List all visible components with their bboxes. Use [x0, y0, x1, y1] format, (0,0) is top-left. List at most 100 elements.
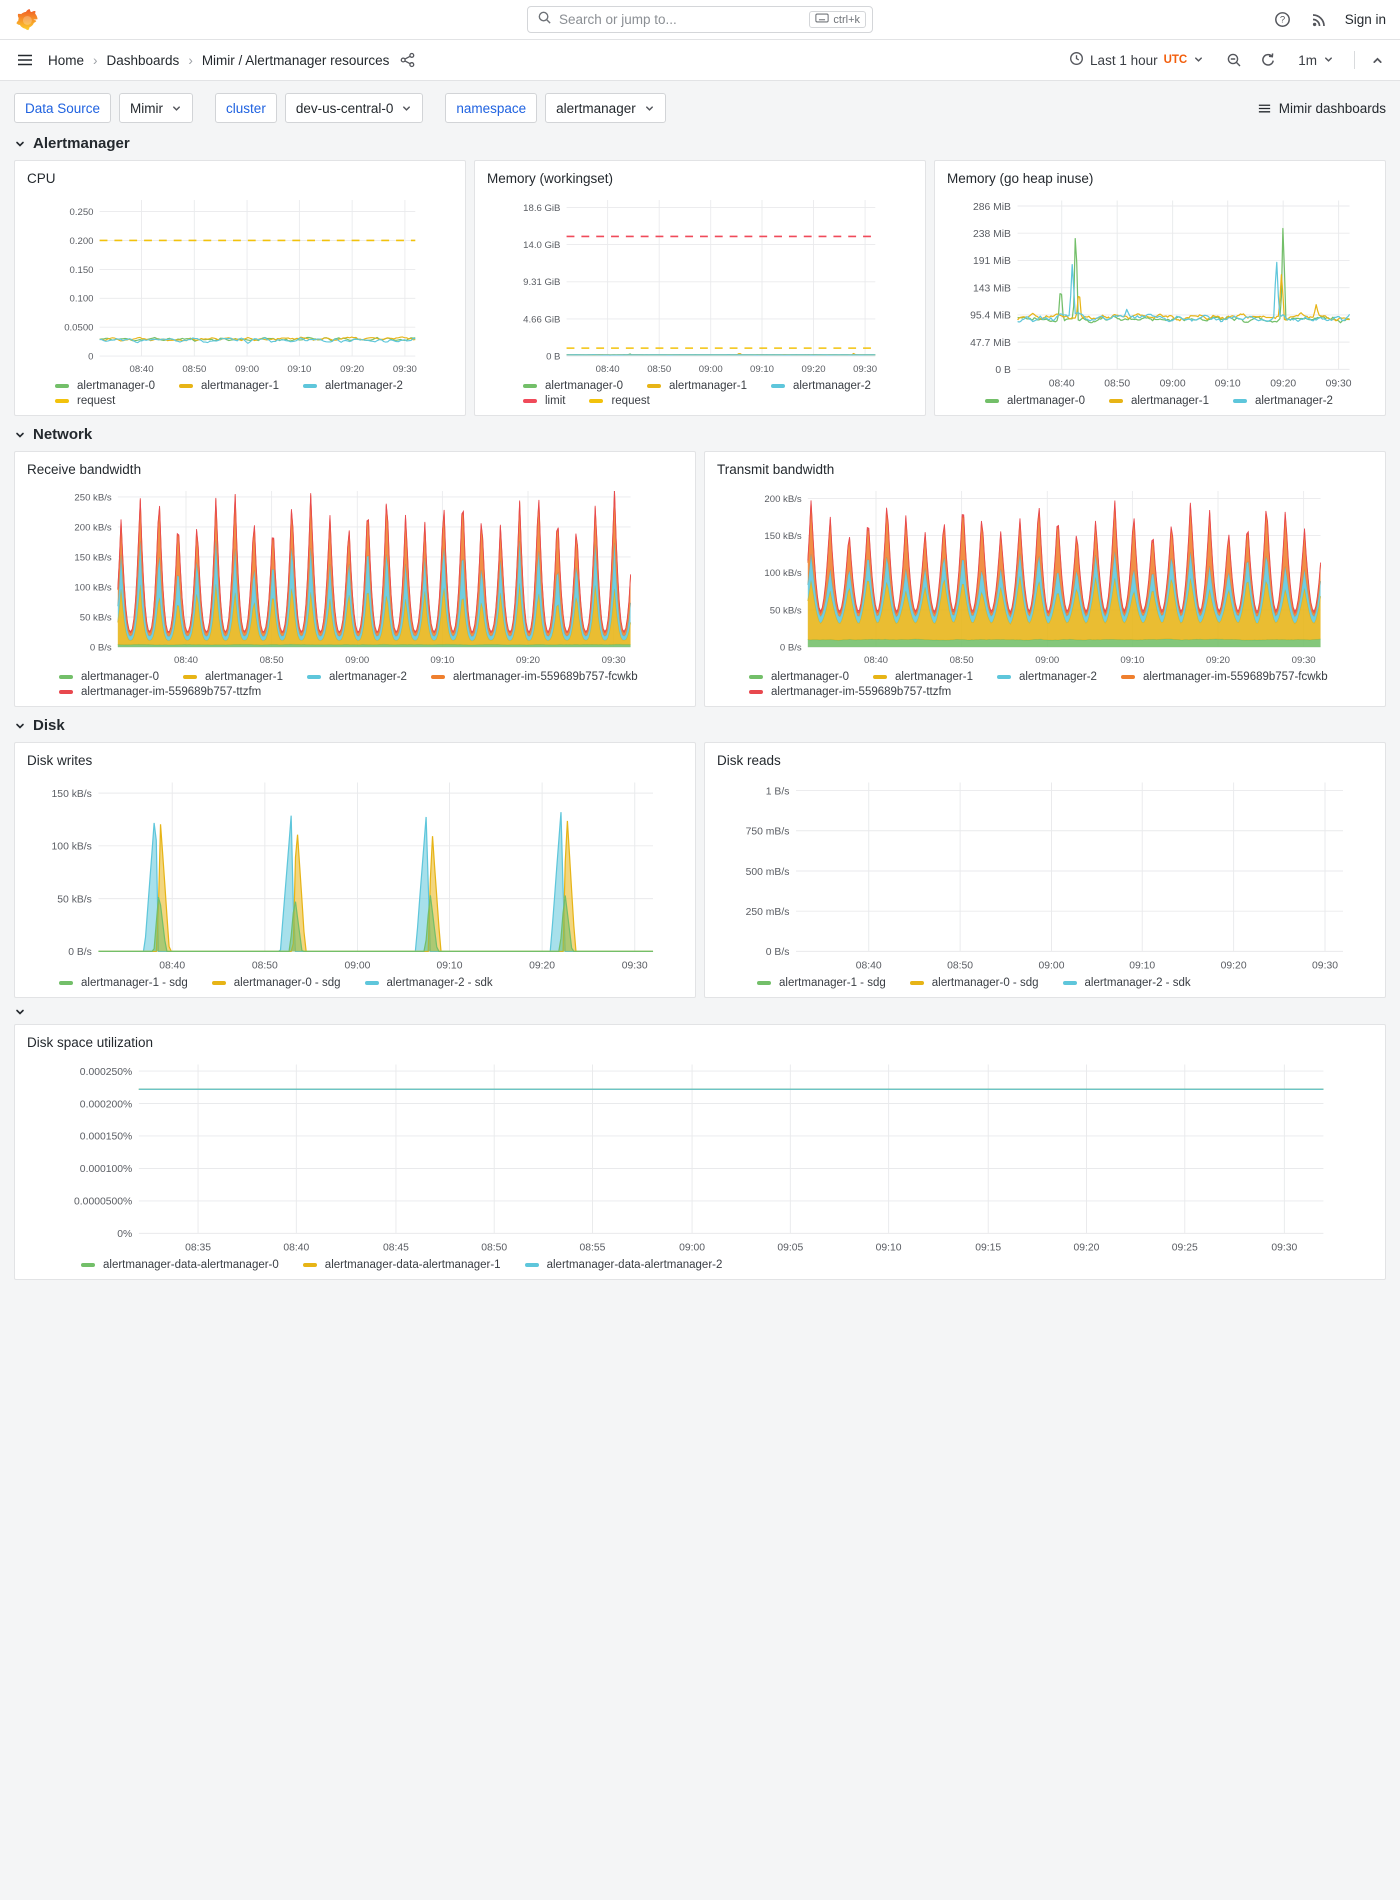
- legend-item[interactable]: request: [55, 395, 115, 407]
- disk-writes-chart: 08:40 08:50 09:00 09:10 09:20 09:30 150 kB/s 10…: [52, 782, 654, 971]
- legend-item[interactable]: alertmanager-1 - sdg: [59, 977, 188, 989]
- mimir-dashboards-link[interactable]: Mimir dashboards: [1257, 101, 1386, 116]
- panel-transmit-bandwidth: Transmit bandwidth 08:40 08:50 09:00 09:10 0…: [704, 451, 1386, 707]
- svg-text:0.000200%: 0.000200%: [80, 1099, 132, 1110]
- legend-swatch: [178, 384, 193, 388]
- svg-text:09:30: 09:30: [602, 655, 626, 666]
- legend-label: alertmanager-1: [894, 671, 973, 683]
- svg-text:47.7 MiB: 47.7 MiB: [970, 338, 1011, 349]
- legend-item[interactable]: alertmanager-1: [646, 380, 747, 392]
- svg-text:09:30: 09:30: [1271, 1242, 1297, 1253]
- legend-item[interactable]: alertmanager-0: [55, 380, 155, 392]
- svg-text:14.0 GiB: 14.0 GiB: [523, 240, 560, 251]
- panel-receive-bandwidth: Receive bandwidth 08:40 08:50 09:00 09:10 09…: [14, 451, 696, 707]
- legend-item[interactable]: alertmanager-im-559689b757-ttzfm: [749, 686, 951, 698]
- share-icon[interactable]: [398, 50, 418, 70]
- panel-title[interactable]: Disk reads: [717, 753, 781, 768]
- memory-go-heap-chart: 08:40 08:50 09:00 09:10 09:20 09:30 286 MiB 238…: [970, 200, 1352, 389]
- legend-label: alertmanager-1 - sdg: [81, 977, 188, 989]
- svg-text:0.150: 0.150: [70, 265, 94, 276]
- legend-item[interactable]: alertmanager-1: [872, 671, 973, 683]
- breadcrumb-home[interactable]: Home: [48, 52, 85, 68]
- svg-text:0.0500: 0.0500: [64, 323, 93, 334]
- topnav-right: ? Sign in: [1272, 9, 1386, 30]
- legend-item[interactable]: alertmanager-data-alertmanager-1: [302, 1259, 501, 1271]
- legend-item[interactable]: alertmanager-0 - sdg: [909, 977, 1039, 989]
- legend-item[interactable]: alertmanager-0 - sdg: [211, 977, 341, 989]
- legend-item[interactable]: alertmanager-0: [985, 395, 1085, 407]
- breadcrumb-dashboards[interactable]: Dashboards: [106, 52, 180, 68]
- legend-item[interactable]: alertmanager-1: [182, 671, 283, 683]
- legend-swatch: [523, 399, 537, 403]
- legend-item[interactable]: alertmanager-2: [302, 380, 403, 392]
- cpu-chart: 08:40 08:50 09:00 09:10 09:20 09:30 0.250 0.200…: [64, 199, 417, 375]
- section-toggle-disk[interactable]: Disk: [14, 717, 1386, 734]
- cluster-select[interactable]: dev-us-central-0: [284, 93, 424, 123]
- legend-item[interactable]: alertmanager-0: [59, 671, 159, 683]
- refresh-interval-select[interactable]: 1m: [1292, 52, 1340, 69]
- legend-row: alertmanager-0 alertmanager-1 alertmanager…: [749, 671, 1373, 683]
- grafana-logo[interactable]: [14, 7, 40, 33]
- clock-icon: [1069, 51, 1084, 69]
- legend-item[interactable]: alertmanager-2: [770, 380, 871, 392]
- legend-label: alertmanager-2 - sdk: [386, 977, 493, 989]
- panel-title[interactable]: Disk space utilization: [27, 1035, 154, 1050]
- panel-title[interactable]: Disk writes: [27, 753, 93, 768]
- news-rss-icon[interactable]: [1309, 10, 1329, 30]
- search-input[interactable]: Search or jump to... ctrl+k: [527, 6, 873, 33]
- svg-text:0 B/s: 0 B/s: [90, 643, 112, 654]
- legend-item[interactable]: alertmanager-1 - sdg: [757, 977, 886, 989]
- panel-title[interactable]: Memory (go heap inuse): [947, 171, 1094, 186]
- section-toggle-unnamed[interactable]: [14, 1006, 1386, 1018]
- legend-item[interactable]: alertmanager-data-alertmanager-2: [524, 1259, 722, 1271]
- legend-item[interactable]: alertmanager-1: [1108, 395, 1209, 407]
- svg-text:09:30: 09:30: [1326, 378, 1352, 389]
- legend-label: alertmanager-data-alertmanager-1: [324, 1259, 501, 1271]
- legend-row: alertmanager-0 alertmanager-1 alertmanager…: [55, 380, 453, 392]
- section-toggle-alertmanager[interactable]: Alertmanager: [14, 135, 1386, 152]
- sign-in-link[interactable]: Sign in: [1344, 12, 1386, 27]
- kiosk-chevron-up-icon[interactable]: [1369, 52, 1386, 69]
- legend-item[interactable]: alertmanager-0: [523, 380, 623, 392]
- namespace-select[interactable]: alertmanager: [545, 93, 666, 123]
- svg-text:150 kB/s: 150 kB/s: [74, 552, 111, 563]
- legend-swatch: [59, 981, 73, 985]
- panel-cpu: CPU 08:40 08:50 09:00 09:10 09:20 09:30 0.250 0…: [14, 160, 466, 416]
- datasource-select[interactable]: Mimir: [119, 93, 194, 123]
- legend-item[interactable]: request: [589, 395, 650, 407]
- timezone-label: UTC: [1163, 54, 1188, 66]
- legend-label: alertmanager-2: [328, 671, 407, 683]
- legend-item[interactable]: alertmanager-2 - sdk: [364, 977, 493, 989]
- help-icon[interactable]: ?: [1272, 9, 1293, 30]
- legend-item[interactable]: alertmanager-2: [1232, 395, 1333, 407]
- legend-item[interactable]: alertmanager-im-559689b757-fcwkb: [1120, 671, 1328, 683]
- svg-text:238 MiB: 238 MiB: [973, 229, 1011, 240]
- memory-go-heap-legend: alertmanager-0 alertmanager-1 alertmanager…: [947, 392, 1373, 409]
- panel-title[interactable]: Receive bandwidth: [27, 462, 142, 477]
- keyboard-icon: [815, 13, 830, 26]
- legend-item[interactable]: alertmanager-data-alertmanager-0: [81, 1259, 279, 1271]
- svg-text:08:40: 08:40: [856, 960, 882, 971]
- legend-item[interactable]: alertmanager-im-559689b757-ttzfm: [59, 686, 261, 698]
- legend-item[interactable]: alertmanager-im-559689b757-fcwkb: [430, 671, 638, 683]
- svg-text:200 kB/s: 200 kB/s: [74, 522, 111, 533]
- panel-disk-writes: Disk writes 08:40 08:50 09:00 09:10 09:20 09:…: [14, 742, 696, 998]
- list-icon: [1258, 104, 1270, 112]
- time-range-picker[interactable]: Last 1 hour UTC: [1063, 50, 1210, 70]
- panel-title[interactable]: Memory (workingset): [487, 171, 614, 186]
- refresh-icon[interactable]: [1258, 50, 1278, 70]
- legend-row: alertmanager-0 alertmanager-1 alertmanager…: [985, 395, 1373, 407]
- legend-item[interactable]: alertmanager-2: [996, 671, 1097, 683]
- menu-toggle-icon[interactable]: [14, 49, 36, 71]
- panel-disk-space-utilization: Disk space utilization 08:35 08:40 08:45 08…: [14, 1024, 1386, 1280]
- legend-item[interactable]: alertmanager-2: [306, 671, 407, 683]
- legend-item[interactable]: limit: [523, 395, 565, 407]
- panel-title[interactable]: CPU: [27, 171, 56, 186]
- zoom-out-icon[interactable]: [1224, 50, 1244, 70]
- svg-text:0.250: 0.250: [70, 207, 94, 218]
- legend-item[interactable]: alertmanager-1: [178, 380, 279, 392]
- section-toggle-network[interactable]: Network: [14, 426, 1386, 443]
- panel-title[interactable]: Transmit bandwidth: [717, 462, 835, 477]
- legend-item[interactable]: alertmanager-2 - sdk: [1062, 977, 1191, 989]
- legend-item[interactable]: alertmanager-0: [749, 671, 849, 683]
